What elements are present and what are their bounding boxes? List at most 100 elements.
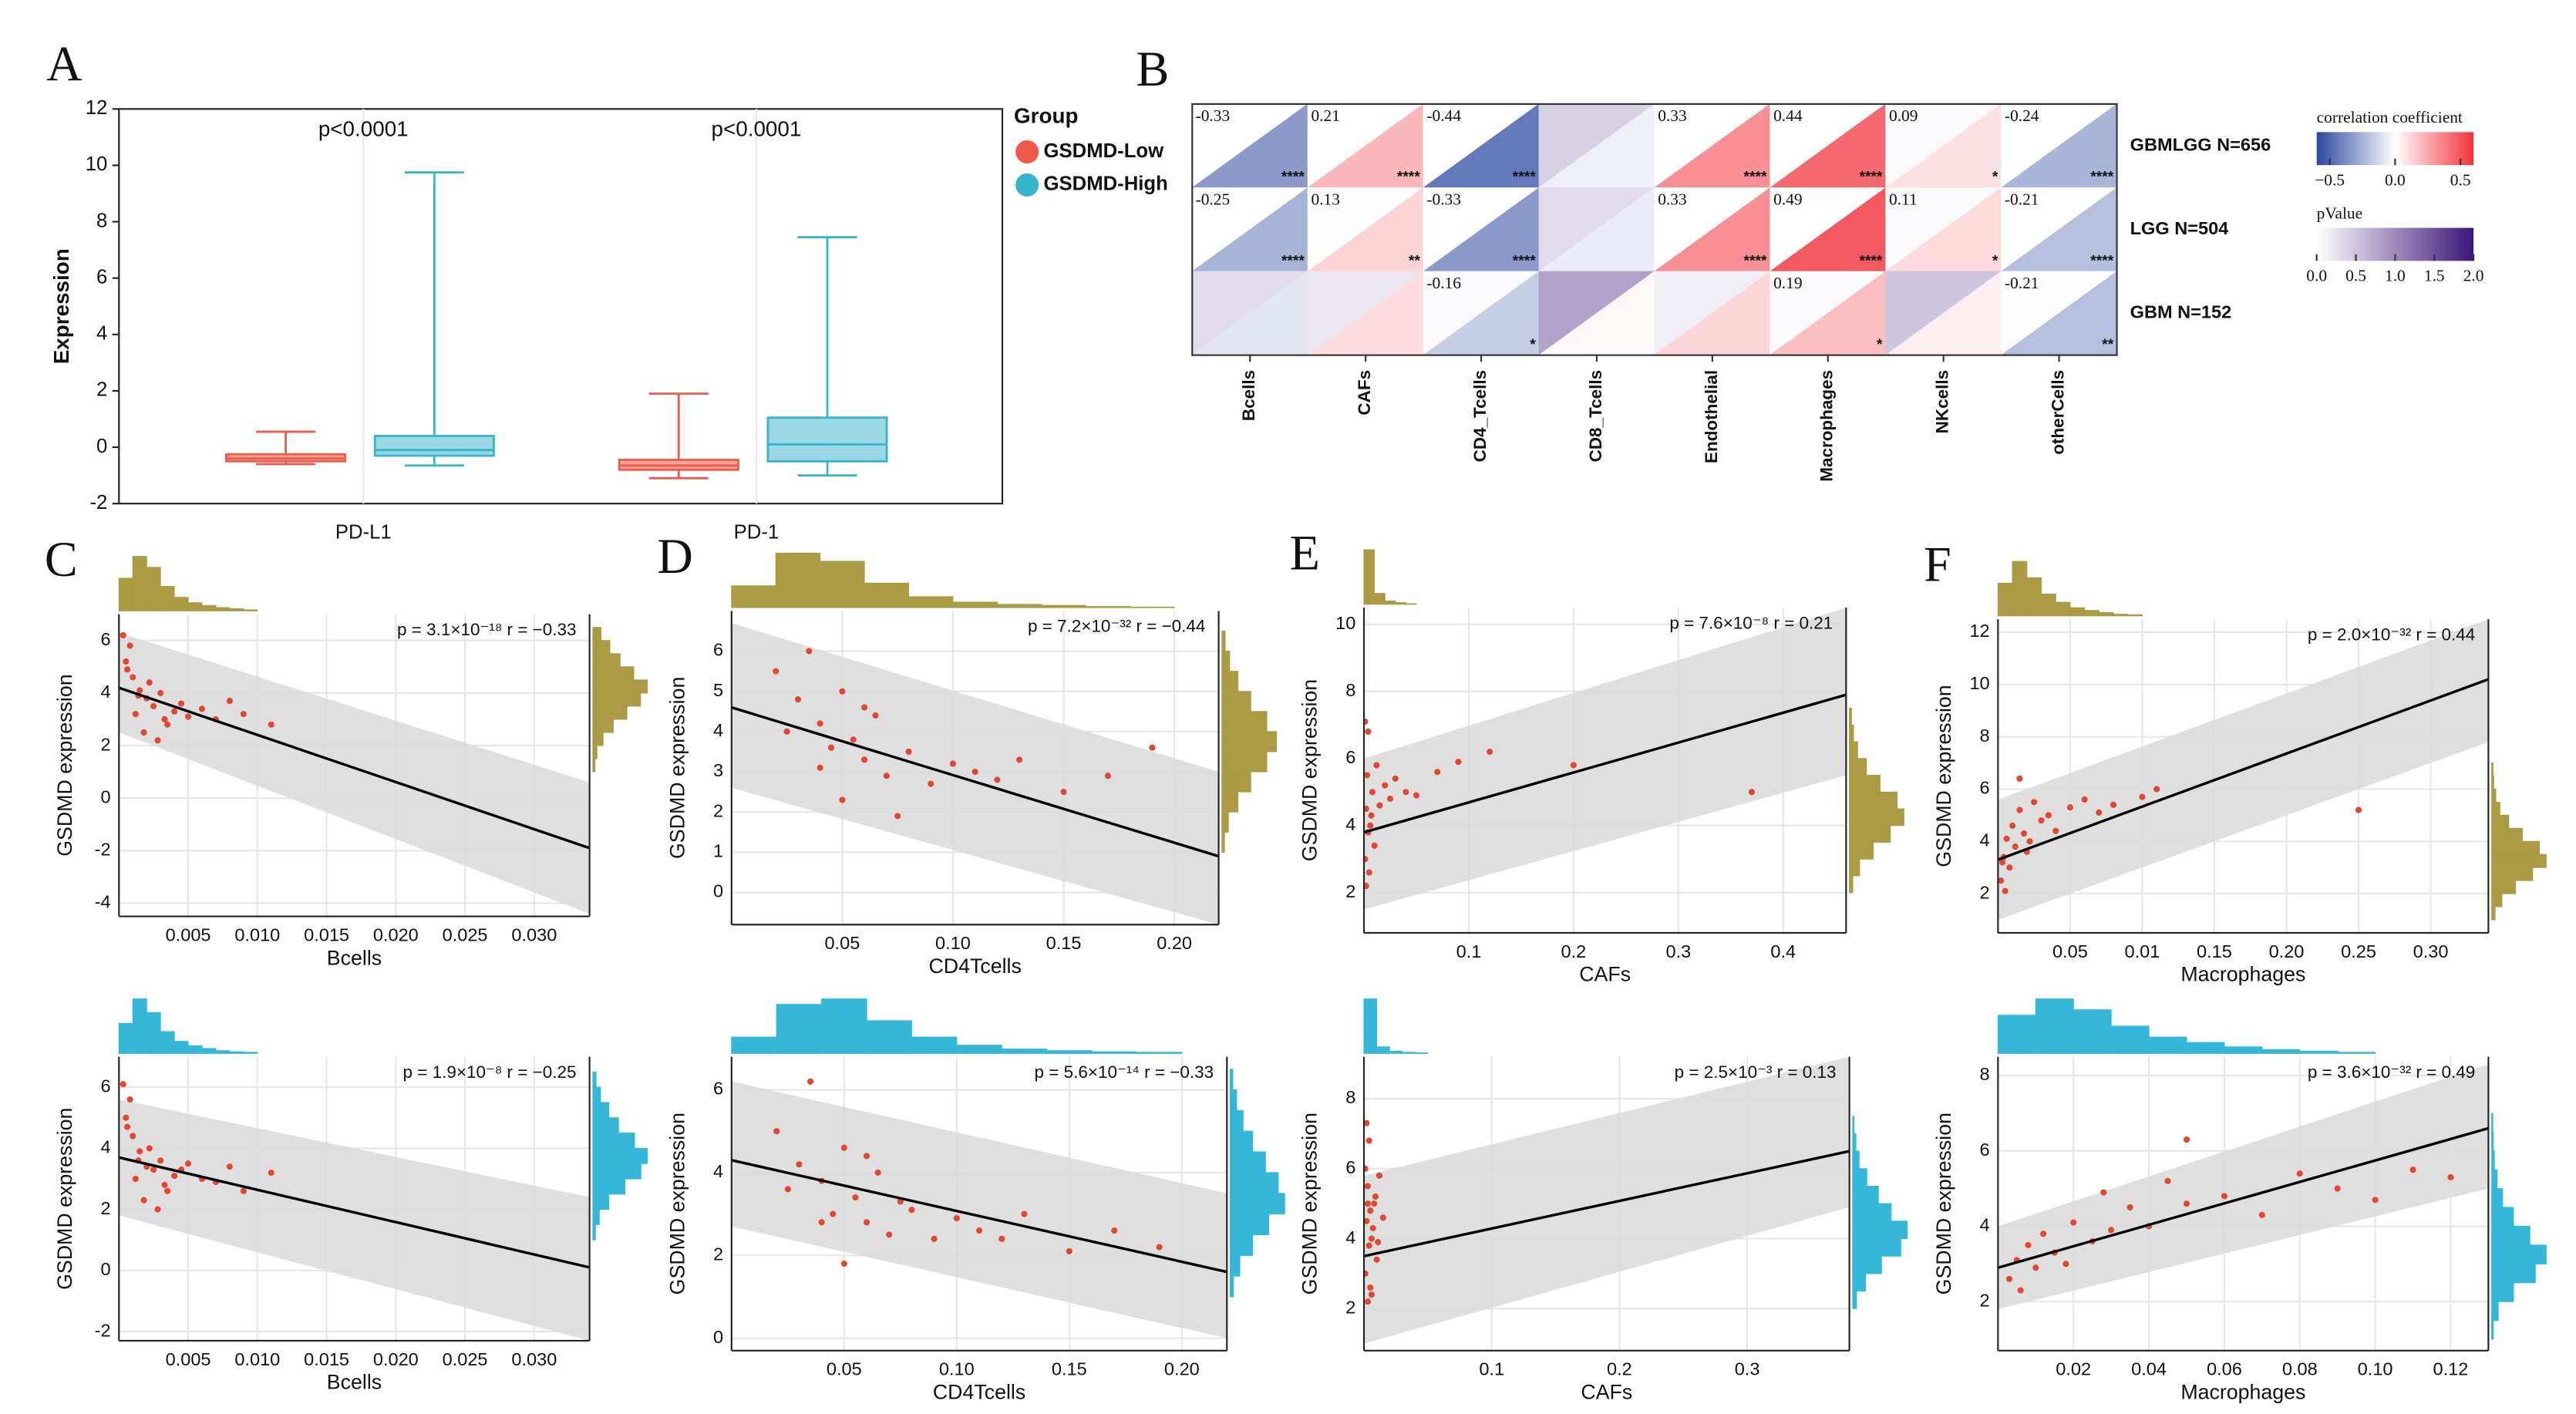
point — [1371, 1200, 1378, 1207]
point — [1375, 1239, 1382, 1246]
point — [897, 1198, 904, 1205]
point — [839, 688, 846, 695]
histogram-bar — [592, 666, 635, 681]
x-tick-label: 0.06 — [2207, 1359, 2242, 1379]
point — [2081, 796, 2088, 803]
histogram-bar — [592, 719, 614, 733]
point — [1372, 1193, 1379, 1200]
histogram-bar — [229, 1051, 244, 1054]
point — [2062, 1261, 2069, 1268]
x-tick-label: 0.05 — [824, 933, 860, 953]
point — [136, 1148, 143, 1155]
y-axis-label: GSDMD expression — [665, 677, 689, 859]
point — [949, 760, 957, 767]
point — [2126, 1204, 2133, 1211]
significance: * — [1992, 253, 1999, 269]
point — [840, 1144, 847, 1151]
histogram-bar — [243, 1052, 258, 1054]
box — [766, 416, 888, 463]
histogram-bar — [592, 745, 598, 759]
point — [226, 1163, 233, 1170]
significance: **** — [1281, 170, 1305, 186]
point — [839, 796, 846, 803]
histogram-bar — [1849, 708, 1852, 726]
column-label: NKcells — [1933, 370, 1952, 433]
point — [1392, 775, 1399, 782]
point — [2258, 1211, 2265, 1218]
y-tick-label: 4 — [1345, 1227, 1355, 1247]
plot-area — [731, 623, 1219, 925]
y-tick-label: 8 — [1980, 726, 1990, 746]
y-tick-label: 10 — [86, 153, 108, 175]
point — [268, 1170, 274, 1177]
histogram-bar — [1849, 741, 1858, 759]
histogram-bar — [1389, 1050, 1403, 1054]
significance: **** — [1859, 253, 1882, 269]
histogram-bar — [2491, 1188, 2504, 1208]
histogram-bar — [2110, 1025, 2150, 1054]
point — [123, 658, 130, 665]
point — [872, 712, 879, 719]
point — [126, 1096, 133, 1103]
x-tick-label: 0.025 — [443, 1349, 488, 1369]
colorbar-tick-label: 2.0 — [2463, 267, 2484, 285]
significance: **** — [1744, 253, 1767, 269]
histogram-bar — [776, 1004, 823, 1054]
value-label: -0.16 — [1426, 274, 1461, 292]
point — [2003, 835, 2010, 842]
histogram-bar — [1852, 1291, 1857, 1309]
histogram-bar — [146, 567, 161, 611]
histogram-bar — [1363, 998, 1378, 1054]
point — [161, 1181, 168, 1188]
point — [863, 1153, 870, 1160]
significance: ** — [2102, 337, 2113, 353]
histogram-bar — [2491, 906, 2496, 921]
point — [1376, 1172, 1382, 1179]
point — [806, 1078, 814, 1085]
histogram-bar — [821, 998, 867, 1054]
histogram-bar — [1849, 758, 1867, 776]
plot-area — [1998, 619, 2489, 921]
histogram-bar — [1849, 808, 1904, 827]
point — [1365, 1242, 1372, 1249]
x-tick-label: 0.030 — [511, 1349, 557, 1369]
fit-line — [731, 1159, 1227, 1274]
value-label: -0.33 — [1196, 106, 1231, 125]
point — [905, 748, 912, 756]
histogram-bar — [132, 998, 147, 1054]
histogram-bar — [911, 1036, 958, 1054]
fit-line — [1364, 1150, 1850, 1257]
histogram-bar — [592, 758, 596, 773]
y-tick-label: 2 — [713, 800, 723, 820]
point — [883, 773, 890, 779]
x-tick-label: 0.08 — [2282, 1359, 2318, 1379]
x-tick-label: 0.030 — [511, 924, 557, 944]
panel-letter: D — [657, 529, 692, 584]
point — [1999, 859, 2006, 866]
annotation: p = 1.9×10⁻⁸ r = −0.25 — [403, 1062, 577, 1082]
x-tick-label: 0.10 — [2358, 1359, 2393, 1379]
histogram-bar — [132, 556, 147, 611]
point — [150, 1167, 157, 1173]
y-tick-label: 6 — [1345, 1157, 1355, 1177]
point — [2070, 1219, 2077, 1226]
point — [2038, 817, 2045, 824]
point — [783, 728, 790, 735]
y-tick-label: 4 — [100, 682, 110, 702]
histogram-bar — [118, 577, 133, 611]
y-axis-label: Expression — [49, 248, 73, 364]
y-tick-label: 5 — [713, 680, 723, 700]
point — [130, 1133, 136, 1140]
point — [931, 1235, 938, 1242]
significance: **** — [1281, 253, 1305, 269]
histogram-bar — [2084, 610, 2100, 617]
confidence-band — [731, 1081, 1227, 1338]
fit-line — [119, 686, 590, 850]
point — [124, 666, 131, 673]
y-tick-label: 4 — [1980, 1215, 1990, 1235]
confidence-band — [1998, 1064, 2489, 1310]
histogram-bar — [2491, 1282, 2514, 1302]
point — [1434, 769, 1441, 776]
histogram-bar — [1852, 1220, 1908, 1240]
value-label: -0.21 — [2005, 190, 2039, 209]
